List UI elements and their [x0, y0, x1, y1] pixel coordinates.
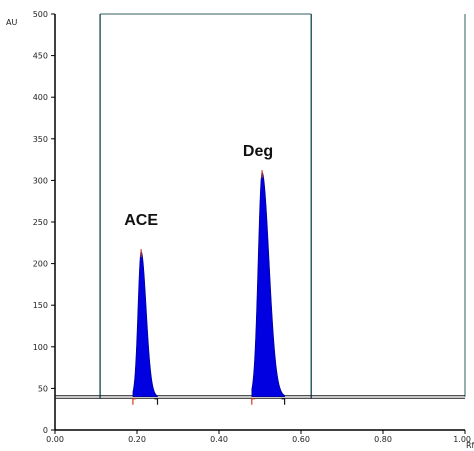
integration-marker: [154, 398, 159, 405]
y-tick-label: 50: [38, 384, 48, 393]
axes: 0 50 100 150 200 250 300 350 400 450 500 0.00 0.20 0.…: [33, 10, 471, 444]
integration-marker: [251, 398, 255, 405]
y-tick-label: 150: [33, 301, 48, 310]
integration-marker: [132, 398, 136, 405]
x-tick-label: 0.40: [210, 435, 228, 444]
x-unit-label: Rf: [466, 441, 474, 450]
y-tick-label: 100: [33, 343, 48, 352]
y-tick-label: 400: [33, 93, 48, 102]
track-frame: [55, 13, 466, 399]
x-tick-label: 0.20: [128, 435, 146, 444]
peak-labels: ACE Deg: [124, 143, 273, 229]
y-tick-label: 300: [33, 176, 48, 185]
peak-label-deg: Deg: [243, 143, 273, 160]
peak-ace: [132, 250, 158, 398]
peak-label-ace: ACE: [124, 212, 158, 229]
y-tick-label: 450: [33, 52, 48, 61]
y-tick-label: 0: [43, 426, 48, 435]
x-tick-label: 0.60: [292, 435, 310, 444]
y-unit-label: AU: [6, 18, 17, 27]
x-tick-label: 0.80: [374, 435, 392, 444]
peak-deg: [251, 171, 285, 398]
y-tick-label: 350: [33, 135, 48, 144]
y-tick-label: 250: [33, 218, 48, 227]
y-tick-label: 500: [33, 10, 48, 19]
x-tick-label: 1.00: [453, 435, 471, 444]
integration-marker: [281, 398, 286, 405]
x-tick-label: 0.00: [46, 435, 64, 444]
y-tick-label: 200: [33, 260, 48, 269]
peaks: [132, 170, 286, 405]
